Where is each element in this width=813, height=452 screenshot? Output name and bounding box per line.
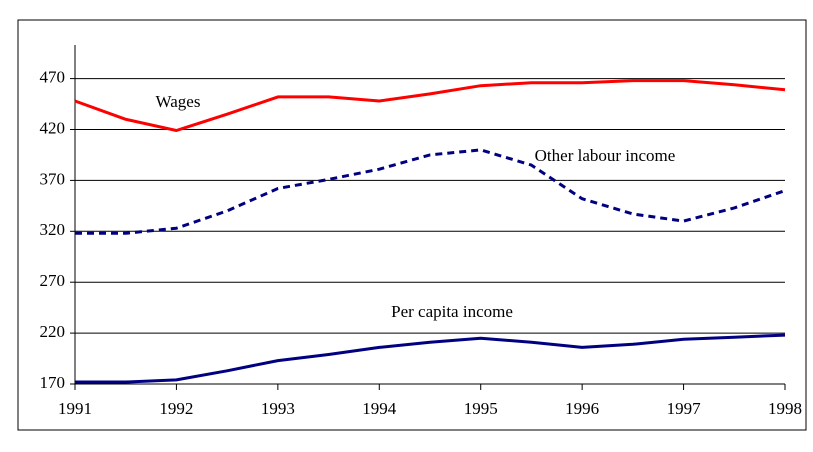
x-tick-label: 1997: [667, 399, 702, 418]
y-tick-label: 220: [40, 322, 66, 341]
y-tick-label: 370: [40, 169, 66, 188]
y-tick-label: 420: [40, 118, 66, 137]
chart-frame: [17, 19, 807, 431]
x-tick-label: 1992: [159, 399, 193, 418]
series-line: [74, 79, 786, 132]
x-tick-label: 1994: [362, 399, 397, 418]
y-tick-label: 320: [40, 220, 66, 239]
series-label: Per capita income: [391, 302, 513, 321]
series-label: Wages: [156, 92, 201, 111]
x-tick-label: 1995: [464, 399, 498, 418]
x-tick-label: 1993: [261, 399, 295, 418]
x-tick-label: 1998: [768, 399, 802, 418]
series-line: [75, 333, 786, 384]
y-tick-label: 470: [40, 68, 66, 87]
y-tick-label: 170: [40, 373, 66, 392]
x-tick-label: 1991: [58, 399, 92, 418]
series-line: [75, 148, 786, 235]
x-tick-label: 1996: [565, 399, 599, 418]
series-label: Other labour income: [535, 146, 676, 165]
y-tick-label: 270: [40, 271, 66, 290]
